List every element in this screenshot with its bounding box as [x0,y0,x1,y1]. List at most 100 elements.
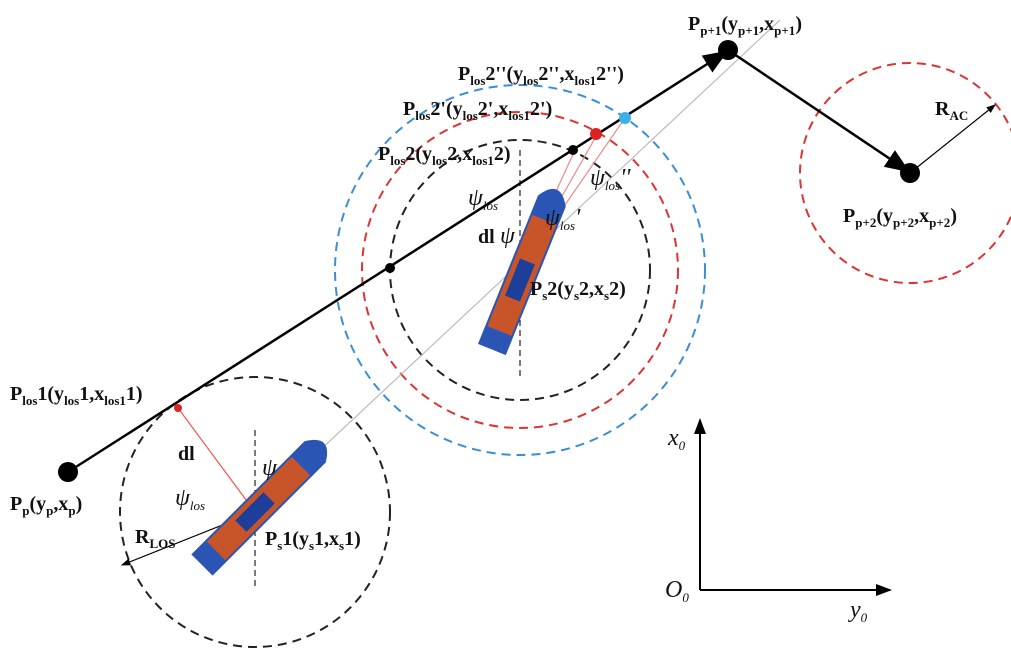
axes [694,418,892,596]
label-text: P [843,205,855,227]
subscript: los [560,218,575,233]
label: dl [478,226,495,248]
label-text: P [378,143,390,165]
label: ψ [500,223,516,249]
label: Pp+2(yp+2,xp+2) [843,205,957,230]
label-text: 1) [344,528,361,550]
subscript: los [523,73,538,88]
subscript: los [605,178,620,193]
label: ψlos' [545,205,581,233]
label: O0 [665,577,689,605]
label-text: ,x [759,13,774,35]
label-text: ψ [262,455,278,481]
label: Plos2'(ylos2',xlos12') [403,98,552,123]
label-text: (y [876,205,893,227]
label-text: 1,x [314,528,339,550]
subscript: 0 [861,610,868,625]
label-text: 2,x [579,278,604,300]
label-text: 1) [126,383,143,405]
subscript: los [463,108,478,123]
label-text: 2'') [596,63,624,85]
label-text: ,x [53,493,68,515]
subscript: p [22,503,29,518]
subscript: los [390,153,405,168]
subscript: p+2 [893,215,914,230]
subscript: los1 [104,393,126,408]
label-text: 2') [530,98,552,120]
label-text: x [667,425,679,451]
subscript: s [339,538,344,553]
label-text: P [10,383,22,405]
label-text: P [530,278,542,300]
label-text: O [665,577,682,603]
path [67,48,911,474]
label-text: R [135,526,150,548]
los-circle-2c [334,84,706,456]
subscript: p+1 [738,23,759,38]
circles [119,62,1011,648]
label-text: ψ [590,165,606,191]
subscript: p+2 [929,215,950,230]
label-text: 2(y [547,278,574,300]
subscript: LOS [149,536,175,551]
label-text: 1(y [282,528,309,550]
label-text: ) [950,205,957,227]
label-text: ) [795,13,802,35]
label-text: 1(y [37,383,64,405]
label-text: ψ [468,185,484,211]
label-text: 2) [609,278,626,300]
label: RAC [935,98,968,123]
label-text: 2,x [447,143,472,165]
subscript: los [432,153,447,168]
subscript: p+1 [700,23,721,38]
subscript: 0 [682,590,689,605]
label-text: ' [575,205,581,231]
subscript: p [68,503,75,518]
label: Ps1(ys1,xs1) [265,528,361,553]
label-text: 2) [494,143,511,165]
subscript: p [46,503,53,518]
label-text: P [458,63,470,85]
label-text: ) [76,493,83,515]
label: Pp(yp,xp) [10,493,82,518]
label-text: R [935,98,950,120]
ship-1 [191,439,328,576]
label-text: y [848,597,861,623]
label-text: (y [721,13,738,35]
label: Plos1(ylos1,xlos11) [10,383,143,408]
ac-circle [799,62,1011,284]
label: y0 [848,597,868,625]
label: ψlos [175,485,205,513]
label: Plos2(ylos2,xlos12) [378,143,511,168]
label-text: '' [620,165,631,191]
label: Pp+1(yp+1,xp+1) [688,13,802,38]
subscript: 0 [679,438,686,453]
label: x0 [667,425,686,453]
los-circle-2b [361,111,679,429]
subscript: s [309,538,314,553]
label-text: 2'',x [538,63,574,85]
label-text: 2',x [478,98,509,120]
label-text: P [403,98,415,120]
subscript: AC [949,108,968,123]
label-text: P [265,528,277,550]
label: RLOS [135,526,175,551]
label: Plos2''(ylos2'',xlos12'') [458,63,624,88]
label-text: 2''(y [485,63,523,85]
label-text: 2'(y [430,98,462,120]
subscript: los [415,108,430,123]
label-text: ψ [500,223,516,249]
label-text: ψ [175,485,191,511]
ship-2 [477,188,566,356]
label-text: dl [478,226,495,248]
label-text: dl [178,443,195,465]
subscript: s [277,538,282,553]
subscript: los [190,498,205,513]
label-text: ψ [545,205,561,231]
subscript: p+1 [774,23,795,38]
label: ψ [262,455,278,481]
subscript: los [22,393,37,408]
subscript: p+2 [855,215,876,230]
label: ψlos [468,185,498,213]
